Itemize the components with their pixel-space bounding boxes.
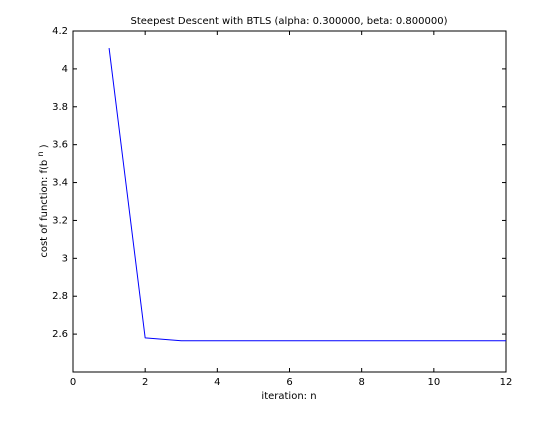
y-tick-label: 2.8 [52,291,68,302]
y-tick-label: 2.6 [52,329,68,340]
y-axis-label-end: ) [39,144,50,148]
x-tick-label: 0 [70,377,76,388]
y-tick-label: 4 [62,64,68,75]
y-axis-label: cost of function: f(b n ) [35,144,50,257]
y-tick-label: 3 [62,253,68,264]
plot-frame [73,31,506,372]
y-tick-label: 3.4 [52,178,68,189]
x-tick-label: 6 [286,377,292,388]
x-tick-label: 8 [358,377,364,388]
x-tick-label: 12 [500,377,513,388]
x-axis-label: iteration: n [261,391,316,402]
y-tick-label: 3.2 [52,215,68,226]
y-tick-label: 4.2 [52,26,68,37]
x-tick-label: 10 [427,377,440,388]
y-tick-label: 3.8 [52,102,68,113]
y-tick-label: 3.6 [52,140,68,151]
chart-title: Steepest Descent with BTLS (alpha: 0.300… [131,16,448,27]
y-axis-label-main: cost of function: f(b [39,160,50,258]
y-axis-label-superscript: n [36,151,45,156]
x-tick-label: 2 [142,377,148,388]
x-tick-label: 4 [214,377,220,388]
